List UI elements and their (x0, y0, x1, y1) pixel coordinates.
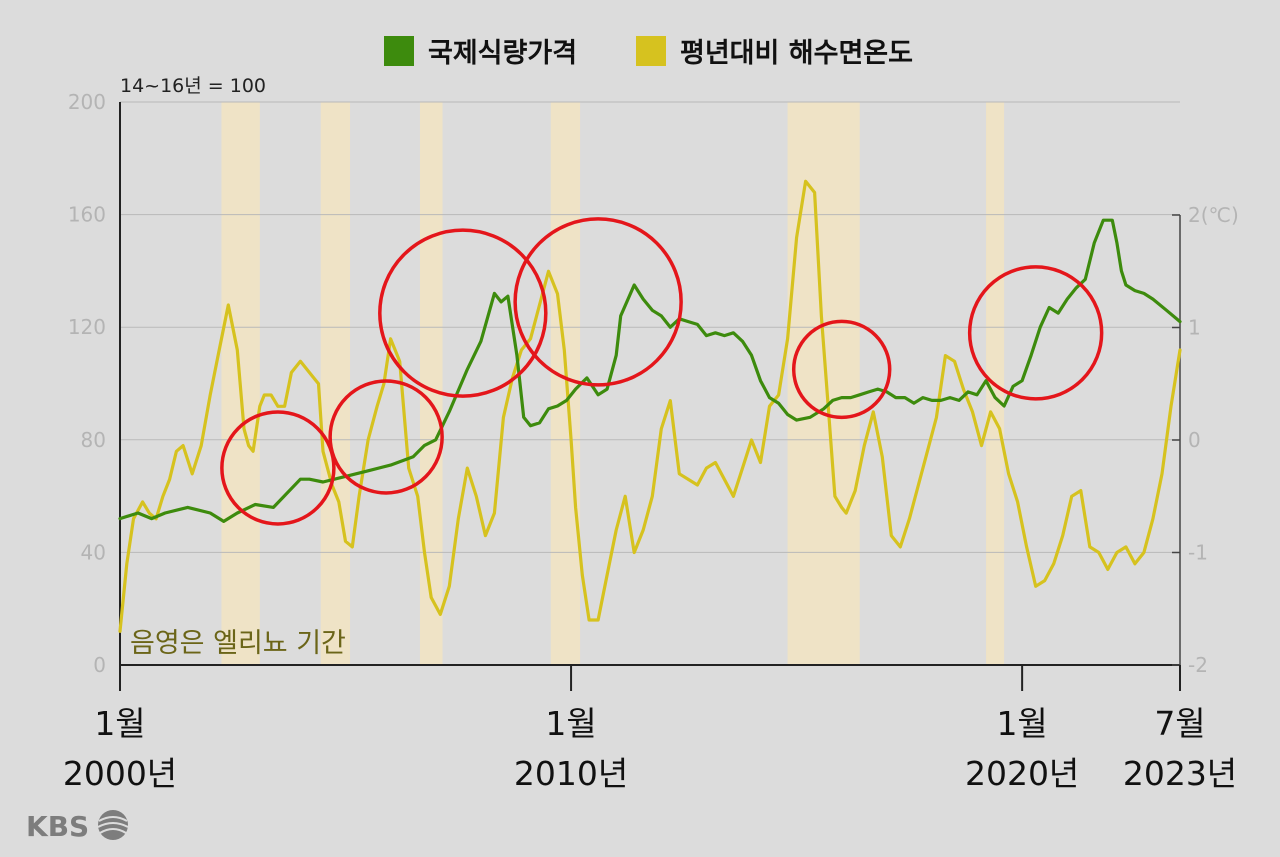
highlight-circle (220, 410, 336, 526)
y-left-tick-label: 80 (81, 428, 106, 452)
x-label-year: 2023년 (1123, 754, 1237, 793)
highlight-circle (967, 265, 1104, 401)
kbs-globe-icon (97, 810, 129, 840)
highlight-circles (220, 217, 1104, 526)
y-left-tick-label: 200 (68, 90, 106, 114)
y-left-tick-label: 40 (81, 540, 106, 564)
y-right-tick-label: -2 (1188, 653, 1208, 677)
highlight-circle (513, 217, 683, 387)
brand-text: KBS (26, 810, 89, 843)
y-right-tick-label: -1 (1188, 541, 1208, 565)
y-left-tick-label: 0 (93, 653, 106, 677)
y-right-tick-label: 1 (1188, 316, 1201, 340)
highlight-circle (328, 379, 444, 495)
el-nino-period (419, 102, 443, 665)
x-label-month: 1월 (996, 704, 1047, 743)
series-line-food-price (118, 218, 1182, 523)
highlight-circle (378, 228, 548, 398)
y-left-tick-label: 120 (68, 315, 106, 339)
el-nino-period (787, 102, 860, 665)
y-right-tick-label: 0 (1188, 428, 1201, 452)
x-axis-labels: 1월 2000년 1월 2010년 1월 2020년 7월 2023년 (63, 704, 1237, 793)
x-label-month: 1월 (94, 704, 145, 743)
right-axis-unit: 2(℃) (1188, 203, 1239, 227)
series-lines (118, 179, 1182, 633)
shading-note: 음영은 엘리뇨 기간 (130, 628, 346, 659)
left-axis-unit: 14~16년 = 100 (120, 75, 266, 97)
x-label-year: 2000년 (63, 754, 177, 793)
y-left-tick-label: 160 (68, 203, 106, 227)
legend-swatch-food-price (384, 36, 414, 66)
axes: -2 -1 0 1 (119, 102, 1208, 691)
kbs-logo: KBS (26, 810, 129, 843)
x-label-month: 7월 (1154, 704, 1205, 743)
highlight-circle (791, 319, 892, 420)
legend-swatch-sea-temp (636, 36, 666, 66)
legend-label-food-price: 국제식량가격 (428, 38, 577, 69)
series-line-sea-temp (118, 179, 1182, 633)
x-label-year: 2020년 (965, 754, 1079, 793)
el-nino-period (320, 102, 351, 665)
x-label-month: 1월 (545, 704, 596, 743)
x-label-year: 2010년 (514, 754, 628, 793)
legend: 국제식량가격 평년대비 해수면온도 (384, 36, 913, 69)
legend-label-sea-temp: 평년대비 해수면온도 (680, 38, 913, 69)
